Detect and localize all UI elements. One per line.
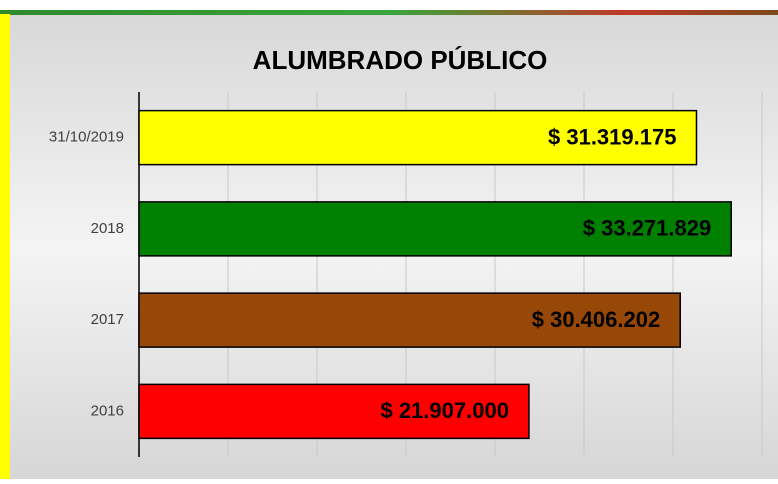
- data-label: $ 33.271.829: [583, 216, 711, 241]
- data-label: $ 30.406.202: [532, 307, 660, 332]
- left-stripe: [0, 14, 10, 479]
- bar: [138, 383, 530, 440]
- data-label: $ 21.907.000: [380, 398, 508, 423]
- data-label: $ 31.319.175: [548, 124, 676, 149]
- y-tick-label: 2018: [91, 220, 124, 237]
- bar: [138, 292, 681, 348]
- bar: [138, 201, 732, 257]
- chart-title: ALUMBRADO PÚBLICO: [253, 45, 548, 75]
- y-tick-label: 31/10/2019: [49, 129, 124, 146]
- y-tick-label: 2016: [91, 402, 124, 419]
- top-stripe: [0, 10, 778, 15]
- y-tick-label: 2017: [91, 311, 124, 328]
- bar: [138, 109, 698, 166]
